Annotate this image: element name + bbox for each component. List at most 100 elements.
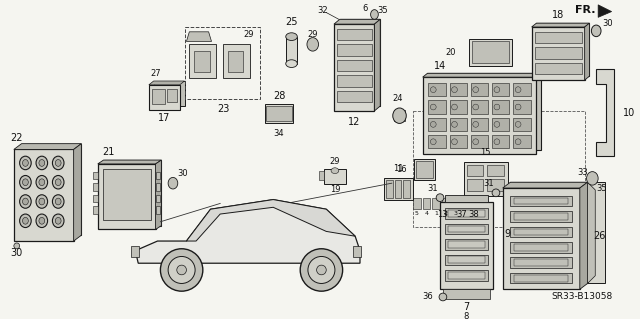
Ellipse shape xyxy=(285,33,298,41)
Text: 18: 18 xyxy=(552,11,564,20)
Bar xyxy=(93,183,98,191)
Ellipse shape xyxy=(39,198,45,205)
Bar xyxy=(189,44,216,78)
Polygon shape xyxy=(585,23,589,80)
Text: 30: 30 xyxy=(602,19,612,28)
Bar xyxy=(452,198,460,209)
Bar xyxy=(102,169,151,220)
Ellipse shape xyxy=(14,243,20,249)
Ellipse shape xyxy=(436,194,444,202)
Ellipse shape xyxy=(473,139,479,145)
Bar xyxy=(414,159,435,180)
Text: 27: 27 xyxy=(151,69,161,78)
Polygon shape xyxy=(598,5,612,17)
Bar xyxy=(428,83,446,96)
Text: 29: 29 xyxy=(307,30,318,39)
Bar xyxy=(534,32,582,43)
Polygon shape xyxy=(588,182,595,284)
Text: 30: 30 xyxy=(177,169,188,178)
Bar xyxy=(467,165,483,176)
Ellipse shape xyxy=(20,175,31,189)
Bar xyxy=(131,246,139,257)
Bar xyxy=(156,172,161,179)
Text: 31: 31 xyxy=(483,179,494,188)
Text: 5: 5 xyxy=(415,211,419,216)
Bar xyxy=(511,257,572,268)
Bar xyxy=(511,182,588,284)
Bar xyxy=(334,24,374,111)
Bar xyxy=(337,91,372,102)
Bar xyxy=(513,118,531,131)
Text: 14: 14 xyxy=(434,61,447,70)
Bar xyxy=(450,100,467,114)
Ellipse shape xyxy=(452,87,458,93)
Ellipse shape xyxy=(22,160,28,166)
Text: 2: 2 xyxy=(444,211,448,216)
Ellipse shape xyxy=(515,87,521,93)
Text: 9: 9 xyxy=(504,229,511,239)
Bar xyxy=(445,224,488,234)
Text: 25: 25 xyxy=(285,17,298,27)
Bar xyxy=(413,111,585,226)
Ellipse shape xyxy=(22,179,28,186)
Bar xyxy=(228,51,243,72)
Bar xyxy=(532,27,585,80)
Polygon shape xyxy=(74,144,81,241)
Bar xyxy=(156,206,161,214)
Polygon shape xyxy=(502,182,588,188)
Ellipse shape xyxy=(177,265,186,275)
Text: 28: 28 xyxy=(273,92,285,101)
Ellipse shape xyxy=(317,265,326,275)
Bar xyxy=(428,135,446,148)
Ellipse shape xyxy=(439,293,447,301)
Ellipse shape xyxy=(20,195,31,208)
Ellipse shape xyxy=(515,104,521,110)
Bar xyxy=(443,289,490,299)
Text: 31: 31 xyxy=(428,184,438,194)
Bar xyxy=(432,198,440,209)
Bar xyxy=(395,180,401,198)
Ellipse shape xyxy=(452,122,458,127)
Bar xyxy=(264,104,294,123)
Ellipse shape xyxy=(22,218,28,224)
Bar xyxy=(98,164,156,229)
Bar xyxy=(223,44,250,78)
Bar xyxy=(511,242,572,253)
Bar xyxy=(450,118,467,131)
Bar xyxy=(515,275,568,282)
Bar xyxy=(515,244,568,251)
Bar xyxy=(422,77,536,154)
Polygon shape xyxy=(149,81,184,85)
Ellipse shape xyxy=(168,177,178,189)
Polygon shape xyxy=(422,73,541,77)
Bar xyxy=(511,211,572,222)
Polygon shape xyxy=(14,144,81,149)
Bar xyxy=(471,83,488,96)
Text: 23: 23 xyxy=(217,104,229,114)
Bar xyxy=(93,206,98,214)
Ellipse shape xyxy=(36,195,47,208)
Bar xyxy=(104,160,161,226)
Bar xyxy=(266,106,292,122)
Text: 26: 26 xyxy=(593,231,605,241)
Bar xyxy=(152,89,165,104)
Ellipse shape xyxy=(587,172,598,185)
Ellipse shape xyxy=(36,214,47,227)
Bar xyxy=(511,196,572,206)
Bar xyxy=(403,180,410,198)
Polygon shape xyxy=(98,160,161,164)
Bar xyxy=(384,178,413,200)
Ellipse shape xyxy=(494,87,500,93)
Bar xyxy=(448,241,485,248)
Text: 13: 13 xyxy=(436,210,447,219)
Bar xyxy=(511,226,572,237)
Bar xyxy=(386,180,393,198)
Text: 19: 19 xyxy=(330,185,340,195)
Bar xyxy=(445,239,488,250)
Text: 15: 15 xyxy=(480,148,491,157)
Bar xyxy=(340,19,380,106)
Bar xyxy=(14,149,74,241)
Bar xyxy=(471,135,488,148)
Bar xyxy=(487,165,504,176)
Bar xyxy=(534,47,582,59)
